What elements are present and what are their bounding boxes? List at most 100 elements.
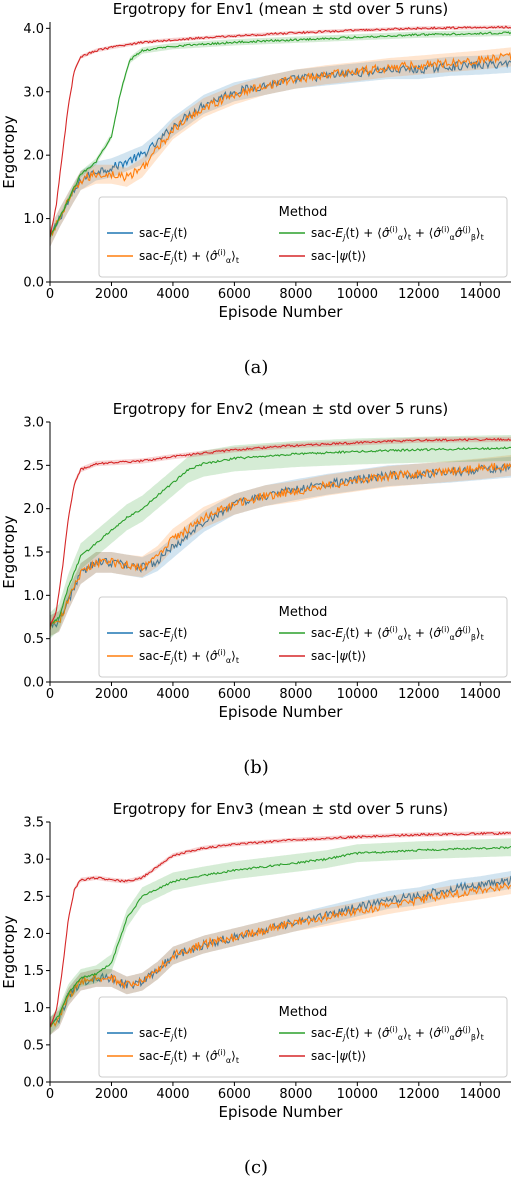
x-tick-label: 14000 bbox=[460, 1087, 501, 1102]
x-axis-label: Episode Number bbox=[219, 1103, 344, 1121]
y-tick-label: 3.5 bbox=[23, 816, 44, 831]
x-tick-label: 0 bbox=[46, 1087, 54, 1102]
series-band-1 bbox=[50, 871, 511, 1036]
series-line-4 bbox=[50, 831, 511, 1027]
series-line-3 bbox=[50, 31, 511, 238]
series-band-2 bbox=[50, 454, 511, 637]
series-line-2 bbox=[50, 462, 511, 630]
axes: 0 2000 4000 6000 8000 10000 12000 14000 0.0 1.0 2.… bbox=[23, 22, 511, 302]
y-tick-label: 0.0 bbox=[23, 676, 44, 691]
y-tick-label: 1.0 bbox=[23, 1001, 44, 1016]
x-tick-label: 12000 bbox=[398, 1087, 439, 1102]
chart-title: Ergotropy for Env3 (mean ± std over 5 ru… bbox=[113, 800, 449, 818]
chart-title: Ergotropy for Env2 (mean ± std over 5 ru… bbox=[113, 400, 449, 418]
y-tick-label: 1.5 bbox=[23, 964, 44, 979]
legend: Method sac-Ej(t) sac-Ej(t) + ⟨σ̂(i)α⟩t sac-… bbox=[98, 996, 508, 1078]
y-tick-label: 2.0 bbox=[23, 502, 44, 517]
x-tick-label: 4000 bbox=[156, 287, 189, 302]
y-tick-label: 0.5 bbox=[23, 632, 44, 647]
y-tick-label: 4.0 bbox=[23, 22, 44, 37]
series-line-3 bbox=[50, 845, 511, 1027]
x-tick-label: 0 bbox=[46, 287, 54, 302]
chart-svg: Ergotropy for Env1 (mean ± std over 5 ru… bbox=[0, 0, 511, 378]
x-tick-label: 14000 bbox=[460, 287, 501, 302]
figure-caption: (a) bbox=[244, 357, 269, 378]
series-line-1 bbox=[50, 59, 511, 237]
y-axis-label: Ergotropy bbox=[0, 915, 18, 988]
x-tick-label: 0 bbox=[46, 687, 54, 702]
legend-entry-4: sac-|ψ(t)⟩ bbox=[311, 249, 366, 263]
legend-entry-1: sac-Ej(t) bbox=[139, 1026, 187, 1042]
x-axis-label: Episode Number bbox=[219, 703, 344, 721]
x-tick-label: 4000 bbox=[156, 687, 189, 702]
figure-caption: (c) bbox=[244, 1157, 268, 1178]
y-axis-label: Ergotropy bbox=[0, 115, 18, 188]
x-tick-label: 8000 bbox=[279, 1087, 312, 1102]
chart-panel-3: Ergotropy for Env3 (mean ± std over 5 ru… bbox=[0, 800, 512, 1192]
legend: Method sac-Ej(t) sac-Ej(t) + ⟨σ̂(i)α⟩t sac-… bbox=[98, 196, 508, 278]
y-tick-label: 1.5 bbox=[23, 546, 44, 561]
chart-svg: Ergotropy for Env3 (mean ± std over 5 ru… bbox=[0, 800, 511, 1178]
x-tick-label: 6000 bbox=[218, 287, 251, 302]
chart-panel-2: Ergotropy for Env2 (mean ± std over 5 ru… bbox=[0, 400, 512, 792]
legend-entry-2: sac-Ej(t) + ⟨σ̂(i)α⟩t bbox=[139, 248, 239, 265]
x-tick-label: 8000 bbox=[279, 687, 312, 702]
y-tick-label: 2.5 bbox=[23, 459, 44, 474]
legend-entry-4: sac-|ψ(t)⟩ bbox=[311, 649, 366, 663]
legend-entry-2: sac-Ej(t) + ⟨σ̂(i)α⟩t bbox=[139, 1048, 239, 1065]
legend-title: Method bbox=[279, 605, 328, 620]
y-tick-label: 0.5 bbox=[23, 1038, 44, 1053]
x-tick-label: 10000 bbox=[337, 1087, 378, 1102]
series-band-2 bbox=[50, 47, 511, 248]
y-tick-label: 2.0 bbox=[23, 149, 44, 164]
series-line-2 bbox=[50, 51, 511, 237]
y-tick-label: 3.0 bbox=[23, 416, 44, 431]
x-tick-label: 8000 bbox=[279, 287, 312, 302]
x-tick-label: 12000 bbox=[398, 287, 439, 302]
figure-caption: (b) bbox=[243, 757, 269, 778]
y-tick-label: 0.0 bbox=[23, 276, 44, 291]
chart-svg: Ergotropy for Env2 (mean ± std over 5 ru… bbox=[0, 400, 511, 778]
x-tick-label: 10000 bbox=[337, 687, 378, 702]
legend-entry-3: sac-Ej(t) + ⟨σ̂(i)α⟩t + ⟨σ̂(i)ασ̂(j)β⟩t bbox=[311, 225, 484, 242]
y-tick-label: 3.0 bbox=[23, 853, 44, 868]
x-tick-label: 10000 bbox=[337, 287, 378, 302]
y-tick-label: 2.5 bbox=[23, 890, 44, 905]
x-tick-label: 14000 bbox=[460, 687, 501, 702]
series-band-1 bbox=[50, 53, 511, 248]
chart-panel-1: Ergotropy for Env1 (mean ± std over 5 ru… bbox=[0, 0, 512, 392]
y-axis-label: Ergotropy bbox=[0, 515, 18, 588]
series-band-3 bbox=[50, 435, 511, 639]
x-tick-label: 6000 bbox=[218, 1087, 251, 1102]
series-line-4 bbox=[50, 25, 511, 238]
y-tick-label: 0.0 bbox=[23, 1076, 44, 1091]
series-line-2 bbox=[50, 881, 511, 1028]
x-tick-label: 4000 bbox=[156, 1087, 189, 1102]
x-tick-label: 2000 bbox=[95, 687, 128, 702]
legend-entry-1: sac-Ej(t) bbox=[139, 226, 187, 242]
x-axis-label: Episode Number bbox=[219, 303, 344, 321]
legend-entry-1: sac-Ej(t) bbox=[139, 626, 187, 642]
chart-title: Ergotropy for Env1 (mean ± std over 5 ru… bbox=[113, 0, 449, 18]
x-tick-label: 12000 bbox=[398, 687, 439, 702]
x-tick-label: 2000 bbox=[95, 1087, 128, 1102]
y-tick-label: 1.0 bbox=[23, 589, 44, 604]
axes: 0 2000 4000 6000 8000 10000 12000 14000 0.0 0.5 1.… bbox=[23, 416, 511, 702]
legend-entry-4: sac-|ψ(t)⟩ bbox=[311, 1049, 366, 1063]
legend-entry-3: sac-Ej(t) + ⟨σ̂(i)α⟩t + ⟨σ̂(i)ασ̂(j)β⟩t bbox=[311, 625, 484, 642]
legend-title: Method bbox=[279, 1005, 328, 1020]
y-tick-label: 1.0 bbox=[23, 212, 44, 227]
legend: Method sac-Ej(t) sac-Ej(t) + ⟨σ̂(i)α⟩t sac-… bbox=[98, 596, 508, 678]
series-band-3 bbox=[50, 838, 511, 1036]
series-line-4 bbox=[50, 437, 511, 627]
series-line-1 bbox=[50, 875, 511, 1028]
legend-title: Method bbox=[279, 205, 328, 220]
legend-entry-3: sac-Ej(t) + ⟨σ̂(i)α⟩t + ⟨σ̂(i)ασ̂(j)β⟩t bbox=[311, 1025, 484, 1042]
axes: 0 2000 4000 6000 8000 10000 12000 14000 0.0 0.5 1.… bbox=[23, 816, 511, 1102]
y-tick-label: 2.0 bbox=[23, 927, 44, 942]
x-tick-label: 2000 bbox=[95, 287, 128, 302]
y-tick-label: 3.0 bbox=[23, 85, 44, 100]
legend-entry-2: sac-Ej(t) + ⟨σ̂(i)α⟩t bbox=[139, 648, 239, 665]
x-tick-label: 6000 bbox=[218, 687, 251, 702]
series-line-3 bbox=[50, 446, 511, 627]
